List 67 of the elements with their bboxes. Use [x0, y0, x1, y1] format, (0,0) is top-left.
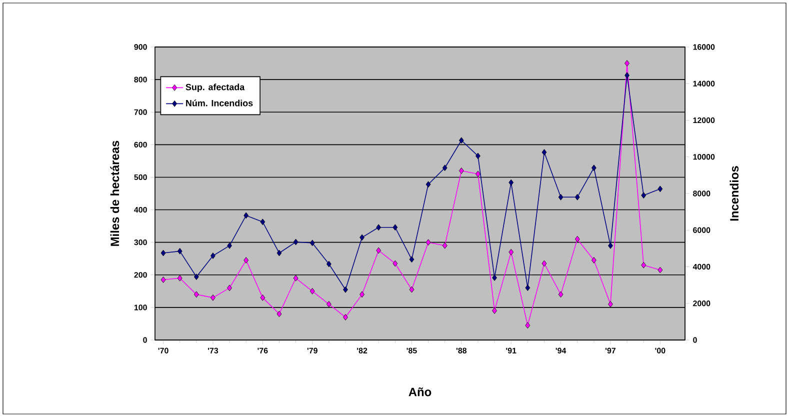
point [492, 308, 497, 314]
point [227, 242, 232, 249]
point [194, 291, 199, 298]
point [558, 291, 564, 298]
point [360, 291, 364, 298]
point [326, 260, 332, 268]
point [658, 186, 663, 192]
legend-label: Núm. Incendios [186, 100, 253, 106]
point [608, 242, 613, 249]
point [160, 276, 166, 283]
point [624, 60, 630, 66]
point [508, 179, 514, 186]
point [293, 274, 298, 282]
point [360, 234, 364, 241]
point [409, 286, 414, 293]
point [177, 248, 182, 254]
point [244, 212, 249, 219]
point [542, 149, 547, 156]
point [492, 274, 497, 281]
point [260, 218, 266, 226]
point [574, 236, 580, 242]
point [458, 137, 464, 144]
point [326, 301, 332, 308]
point [260, 294, 266, 301]
legend-label: Sup. afectada [186, 84, 245, 92]
point [658, 266, 663, 274]
point [476, 152, 480, 160]
point [641, 262, 646, 268]
point [376, 247, 382, 254]
point [442, 164, 448, 172]
point [310, 240, 315, 246]
point [426, 181, 431, 188]
point [210, 294, 216, 301]
point [343, 314, 348, 320]
point [343, 286, 348, 293]
point [310, 288, 315, 294]
point [574, 194, 580, 200]
point [508, 248, 514, 256]
point [392, 260, 398, 267]
point [293, 238, 298, 246]
point [210, 252, 216, 259]
point [608, 301, 613, 308]
point [591, 257, 596, 264]
point [276, 310, 282, 318]
point [458, 168, 464, 174]
point [194, 274, 199, 280]
point [227, 284, 232, 292]
point [244, 257, 249, 264]
point [542, 260, 547, 267]
point [376, 224, 382, 231]
point [525, 322, 530, 329]
point [641, 192, 646, 199]
point [160, 250, 166, 256]
point [177, 274, 182, 282]
x-axis-title: Año [408, 387, 432, 396]
point [426, 239, 431, 246]
point [442, 242, 448, 249]
y2-axis-title: Incendios [730, 166, 739, 221]
point [558, 194, 564, 200]
point [392, 224, 398, 231]
y-axis-title: Miles de hectáreas [110, 140, 120, 246]
point [591, 164, 596, 172]
point [624, 72, 630, 79]
point [525, 284, 530, 291]
point [409, 256, 414, 263]
point [276, 250, 282, 256]
point [476, 170, 480, 178]
